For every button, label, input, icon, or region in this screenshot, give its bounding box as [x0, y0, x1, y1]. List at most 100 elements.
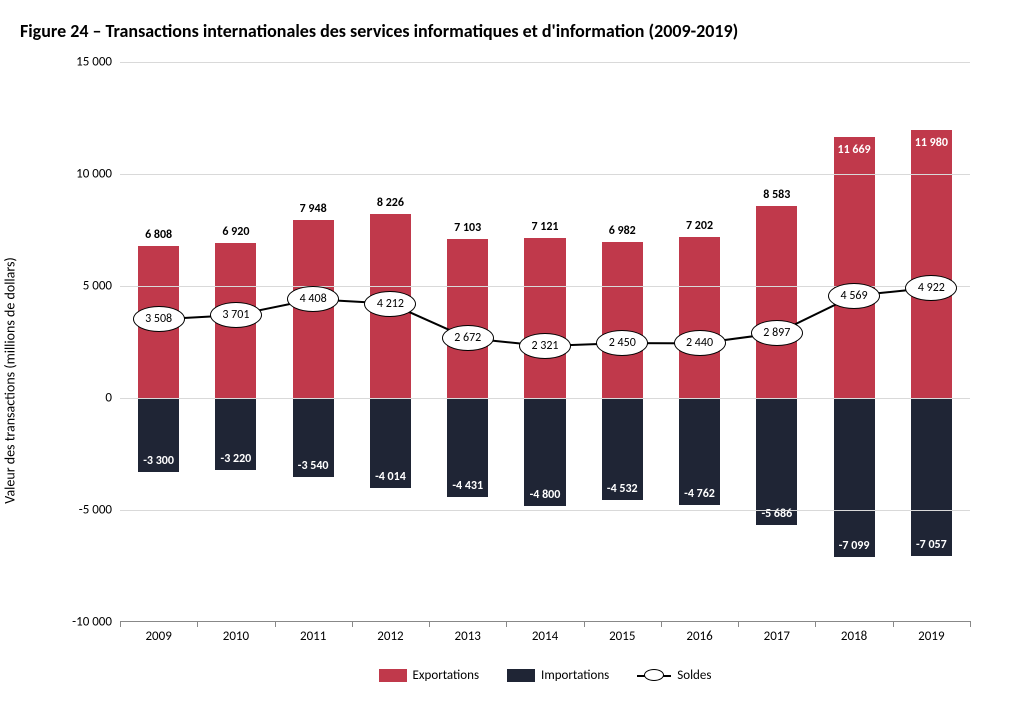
- x-tick-mark: [893, 621, 894, 627]
- export-bar: 7 121: [524, 238, 565, 398]
- import-bar-label: -7 099: [839, 539, 870, 553]
- export-bar: 7 103: [447, 239, 488, 398]
- x-tick-mark: [120, 621, 121, 627]
- import-bar: -3 220: [215, 398, 256, 470]
- x-tick-mark: [738, 621, 739, 627]
- x-tick-mark: [506, 621, 507, 627]
- export-bar: 6 982: [602, 242, 643, 398]
- gridline: [120, 510, 970, 511]
- y-tick-label: 0: [105, 391, 112, 406]
- export-bar-label: 7 103: [454, 221, 481, 235]
- bar-group: 7 103 -4 431: [439, 62, 496, 621]
- x-tick-label: 2015: [609, 629, 635, 644]
- import-bar-label: -3 540: [298, 459, 329, 473]
- export-bar-label: 7 202: [686, 219, 713, 233]
- legend-swatch-importations: [507, 669, 535, 682]
- export-bar: 8 583: [756, 206, 797, 398]
- y-tick-label: 15 000: [76, 55, 112, 70]
- legend-label-soldes: Soldes: [677, 668, 711, 683]
- import-bar: -7 057: [911, 398, 952, 556]
- x-tick-label: 2019: [918, 629, 944, 644]
- import-bar-label: -4 431: [452, 479, 483, 493]
- import-bar-label: -4 014: [375, 470, 406, 484]
- y-axis-label: Valeur des transactions (millions de dol…: [2, 257, 19, 503]
- x-tick-label: 2013: [455, 629, 481, 644]
- x-tick-mark: [970, 621, 971, 627]
- bar-group: 6 920 -3 220: [207, 62, 264, 621]
- import-bar: -5 686: [756, 398, 797, 525]
- bar-group: 6 982 -4 532: [594, 62, 651, 621]
- legend-item-importations: Importations: [507, 668, 609, 683]
- legend: Exportations Importations Soldes: [120, 667, 970, 683]
- export-bar: 6 920: [215, 243, 256, 398]
- export-bar: 7 948: [293, 220, 334, 398]
- export-bar-label: 8 226: [377, 196, 404, 210]
- y-tick-label: 5 000: [83, 279, 112, 294]
- import-bar: -3 540: [293, 398, 334, 477]
- legend-item-exportations: Exportations: [379, 668, 480, 683]
- export-bar: 11 980: [911, 130, 952, 398]
- gridline: [120, 174, 970, 175]
- import-bar: -4 800: [524, 398, 565, 506]
- export-bar-label: 8 583: [763, 188, 790, 202]
- x-tick-mark: [815, 621, 816, 627]
- import-bar: -3 300: [138, 398, 179, 472]
- legend-swatch-exportations: [379, 669, 407, 682]
- y-tick-label: 10 000: [76, 167, 112, 182]
- x-tick-label: 2009: [145, 629, 171, 644]
- export-bar-label: 7 121: [531, 220, 558, 234]
- y-tick-label: -10 000: [72, 615, 112, 630]
- x-tick-label: 2010: [223, 629, 249, 644]
- import-bar-label: -3 300: [143, 454, 174, 468]
- x-tick-mark: [197, 621, 198, 627]
- import-bar-label: -3 220: [221, 452, 252, 466]
- gridline: [120, 398, 970, 399]
- import-bar-label: -4 532: [607, 482, 638, 496]
- x-tick-label: 2014: [532, 629, 558, 644]
- import-bar: -4 431: [447, 398, 488, 497]
- legend-item-soldes: Soldes: [637, 667, 711, 683]
- bar-group: 7 202 -4 762: [671, 62, 728, 621]
- x-tick-mark: [429, 621, 430, 627]
- x-tick-label: 2011: [300, 629, 326, 644]
- bars-layer: 6 808 -3 300 6 920 -3 220 7 948 -3 540 8 226 -4…: [120, 62, 970, 621]
- bar-group: 7 948 -3 540: [285, 62, 342, 621]
- export-bar: 7 202: [679, 237, 720, 398]
- export-bar-label: 7 948: [300, 202, 327, 216]
- export-bar-label: 11 669: [838, 143, 871, 157]
- export-bar: 6 808: [138, 246, 179, 398]
- chart: Valeur des transactions (millions de dol…: [20, 62, 980, 682]
- import-bar: -4 532: [602, 398, 643, 500]
- export-bar-label: 6 920: [222, 225, 249, 239]
- legend-label-exportations: Exportations: [413, 668, 480, 683]
- bar-group: 6 808 -3 300: [130, 62, 187, 621]
- bar-group: 7 121-4 800: [516, 62, 573, 621]
- x-tick-label: 2017: [764, 629, 790, 644]
- export-bar-label: 11 980: [915, 136, 948, 150]
- import-bar: -7 099: [834, 398, 875, 557]
- export-bar: 8 226: [370, 214, 411, 398]
- export-bar-label: 6 982: [609, 224, 636, 238]
- x-tick-label: 2016: [686, 629, 712, 644]
- gridline: [120, 286, 970, 287]
- x-tick-mark: [584, 621, 585, 627]
- bar-group: 11 980 -7 057: [903, 62, 960, 621]
- legend-line-soldes: [637, 667, 671, 683]
- plot-area: 6 808 -3 300 6 920 -3 220 7 948 -3 540 8 226 -4…: [120, 62, 970, 622]
- gridline: [120, 62, 970, 63]
- legend-line-marker: [644, 669, 664, 681]
- bar-group: 8 583-5 686: [748, 62, 805, 621]
- figure-title: Figure 24 – Transactions internationales…: [20, 20, 980, 42]
- export-bar: 11 669: [834, 137, 875, 398]
- x-tick-mark: [352, 621, 353, 627]
- x-tick-mark: [661, 621, 662, 627]
- x-tick-label: 2012: [377, 629, 403, 644]
- export-bar-label: 6 808: [145, 228, 172, 242]
- bar-group: 11 669 -7 099: [826, 62, 883, 621]
- import-bar: -4 014: [370, 398, 411, 488]
- import-bar-label: -4 762: [684, 487, 715, 501]
- legend-label-importations: Importations: [541, 668, 609, 683]
- x-tick-label: 2018: [841, 629, 867, 644]
- import-bar: -4 762: [679, 398, 720, 505]
- y-tick-label: -5 000: [79, 503, 112, 518]
